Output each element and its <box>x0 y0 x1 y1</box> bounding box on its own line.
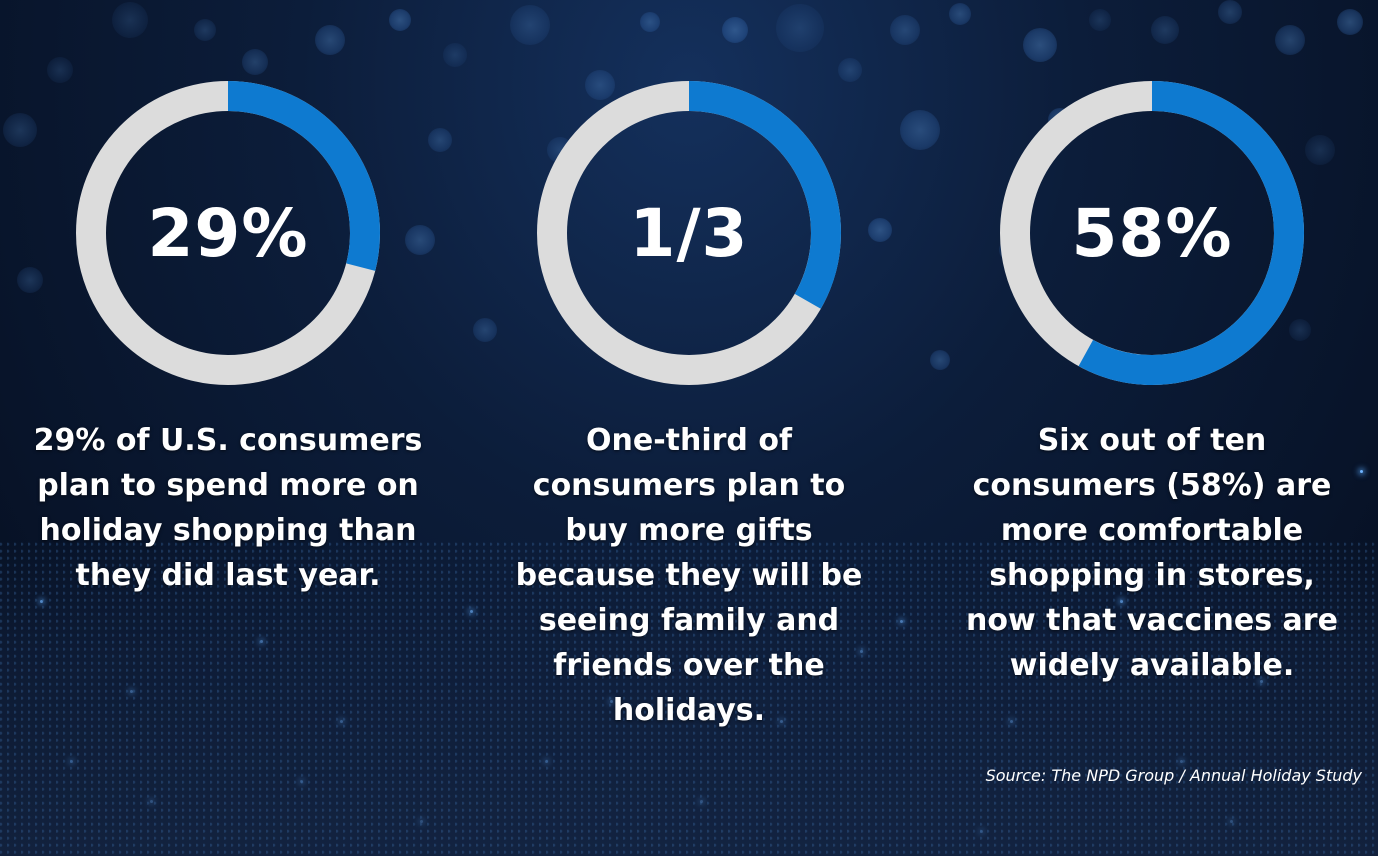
donut-arc-3 <box>1000 81 1304 385</box>
center-label-3: 58% <box>1071 194 1233 272</box>
donut-svg-3 <box>1000 81 1304 385</box>
bokeh-light <box>389 9 411 31</box>
bokeh-light <box>443 43 467 67</box>
stat-block-3: 58% Six out of ten consumers (58%) are m… <box>932 80 1372 688</box>
donut-chart-2: 1/3 <box>536 80 842 386</box>
glitter-sparkle <box>1360 470 1363 473</box>
bokeh-light <box>1151 16 1179 44</box>
bokeh-light <box>315 25 345 55</box>
center-label-2: 1/3 <box>629 194 749 272</box>
donut-chart-1: 29% <box>75 80 381 386</box>
bokeh-light <box>722 17 748 43</box>
bokeh-light <box>838 58 862 82</box>
donut-chart-3: 58% <box>999 80 1305 386</box>
donut-svg-2 <box>537 81 841 385</box>
bokeh-light <box>1218 0 1242 24</box>
stat-block-2: 1/3 One-third of consumers plan to buy m… <box>469 80 909 733</box>
source-note: Source: The NPD Group / Annual Holiday S… <box>985 766 1362 785</box>
center-label-1: 29% <box>147 194 309 272</box>
bokeh-light <box>776 4 824 52</box>
donut-svg-1 <box>76 81 380 385</box>
bokeh-light <box>194 19 216 41</box>
caption-1: 29% of U.S. consumers plan to spend more… <box>33 423 423 593</box>
bokeh-light <box>242 49 268 75</box>
donut-arc-2 <box>537 81 841 385</box>
bokeh-light <box>949 3 971 25</box>
glitter-ground <box>0 540 1378 856</box>
caption-2: One-third of consumers plan to buy more … <box>515 423 863 728</box>
bokeh-light <box>112 2 148 38</box>
donut-arc-1 <box>76 81 380 385</box>
bokeh-light <box>1023 28 1057 62</box>
bokeh-light <box>1089 9 1111 31</box>
stat-block-1: 29% 29% of U.S. consumers plan to spend … <box>8 80 448 598</box>
bokeh-light <box>510 5 550 45</box>
caption-3: Six out of ten consumers (58%) are more … <box>966 423 1338 683</box>
bokeh-light <box>890 15 920 45</box>
bokeh-light <box>1337 9 1363 35</box>
bokeh-light <box>1275 25 1305 55</box>
bokeh-light <box>640 12 660 32</box>
